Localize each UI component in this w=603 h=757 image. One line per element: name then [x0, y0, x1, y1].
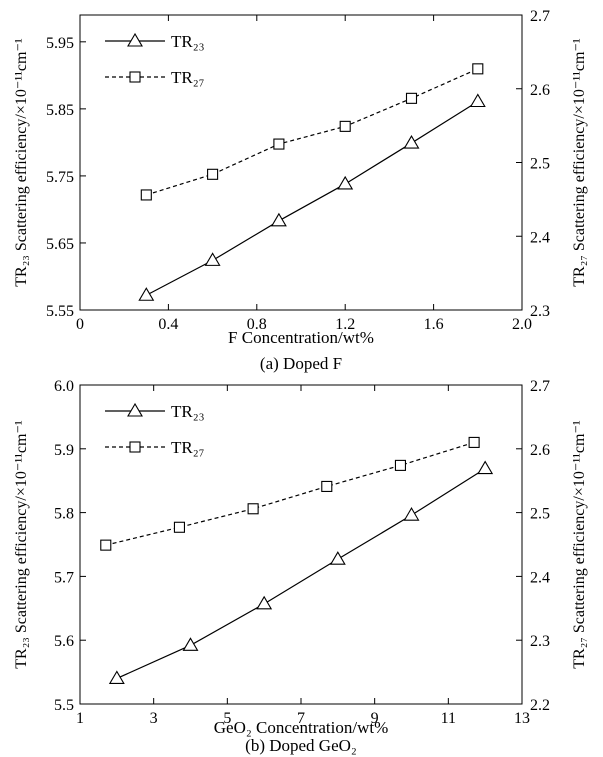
y-left-axis-label: TR₂₃ Scattering efficiency/×10⁻¹¹cm⁻¹	[13, 38, 30, 287]
y-right-tick-label: 2.6	[530, 442, 550, 459]
data-point-square	[468, 436, 480, 448]
legend-label: TR₂₃	[171, 32, 205, 51]
x-tick-label: 3	[150, 710, 158, 727]
y-right-tick-label: 2.5	[530, 506, 550, 523]
x-tick-label: 1.2	[335, 316, 355, 333]
x-tick-label: 0.8	[247, 316, 267, 333]
y-left-tick-label: 5.7	[54, 569, 74, 586]
y-left-tick-label: 5.55	[46, 303, 74, 320]
y-right-tick-label: 2.4	[530, 229, 550, 246]
y-right-tick-label: 2.6	[530, 82, 550, 99]
chart-panel-b: 1 3 5 7 9 11 135.55.65.75.85.96.02.22.32.42.52…	[13, 378, 588, 755]
x-tick-label: 11	[441, 710, 456, 727]
plot-frame	[79, 384, 523, 705]
x-tick-label: 9	[371, 710, 379, 727]
y-right-tick-label: 2.3	[530, 303, 550, 320]
y-left-tick-label: 5.6	[54, 633, 74, 650]
x-tick-label: 0.4	[158, 316, 178, 333]
data-point-triangle	[469, 93, 486, 108]
data-point-triangle	[270, 212, 287, 227]
y-left-axis-label: TR₂₃ Scattering efficiency/×10⁻¹¹cm⁻¹	[13, 420, 30, 669]
data-point-triangle	[477, 460, 494, 475]
data-point-triangle	[403, 134, 420, 149]
data-point-triangle	[182, 637, 199, 651]
y-right-tick-label: 2.7	[530, 8, 550, 25]
x-tick-label: 2.0	[512, 316, 532, 333]
chart-caption: (a) Doped F	[260, 354, 342, 373]
y-right-tick-label: 2.5	[530, 156, 550, 173]
legend-label: TR₂₇	[171, 68, 205, 87]
data-point-square	[273, 138, 285, 150]
data-point-square	[472, 63, 484, 75]
y-right-tick-label: 2.7	[530, 378, 550, 395]
data-point-triangle	[337, 175, 354, 190]
y-left-tick-label: 5.85	[46, 102, 74, 119]
x-tick-label: 13	[514, 710, 530, 727]
data-point-triangle	[403, 507, 420, 521]
data-point-square	[207, 168, 219, 180]
x-axis-label: GeO₂ Concentration/wt%	[214, 718, 388, 737]
chart-caption: (b) Doped GeO₂	[245, 736, 357, 755]
y-left-tick-label: 5.65	[46, 236, 74, 253]
data-point-triangle	[329, 551, 346, 565]
legend: TR₂₃ TR₂₇	[105, 32, 205, 87]
y-left-tick-label: 5.5	[54, 697, 74, 714]
chart-panel-a: 0 0.4 0.8 1.2 1.6 2.0 5.55 5.65 5.75 5.85 5.95 2.3 2…	[13, 8, 588, 373]
x-tick-label: 1.6	[424, 316, 444, 333]
series-line-tr23	[146, 100, 479, 296]
y-left-tick-label: 5.75	[46, 169, 74, 186]
legend-marker-square	[129, 441, 141, 453]
series-line-tr27	[105, 441, 475, 546]
data-point-square	[339, 120, 351, 132]
y-right-axis-label: TR₂₇ Scattering efficiency/×10⁻¹¹cm⁻¹	[571, 38, 588, 287]
legend-marker-triangle	[127, 402, 143, 417]
legend-label: TR₂₇	[171, 438, 205, 457]
data-point-square	[405, 92, 418, 104]
legend: TR₂₃ TR₂₇	[105, 402, 205, 457]
x-axis-label: F Concentration/wt%	[228, 328, 374, 347]
x-tick-label: 7	[297, 710, 305, 727]
data-point-square	[173, 521, 185, 533]
data-point-triangle	[108, 670, 125, 685]
legend-label: TR₂₃	[171, 402, 205, 421]
y-left-tick-label: 5.95	[46, 35, 74, 52]
data-point-square	[394, 459, 407, 471]
data-point-square	[247, 503, 259, 515]
y-right-axis-label: TR₂₇ Scattering efficiency/×10⁻¹¹cm⁻¹	[571, 420, 588, 669]
data-point-square	[321, 480, 333, 492]
x-tick-label: 1	[76, 710, 84, 727]
series-line-tr27	[146, 68, 479, 196]
y-right-tick-label: 2.4	[530, 569, 550, 586]
y-left-tick-label: 5.8	[54, 506, 74, 523]
data-point-square	[140, 189, 152, 201]
y-right-tick-label: 2.3	[530, 633, 550, 650]
x-tick-label: 5	[223, 710, 231, 727]
x-tick-label: 0	[76, 316, 84, 333]
data-point-triangle	[138, 287, 155, 301]
data-point-triangle	[204, 252, 221, 266]
data-point-square	[100, 539, 112, 551]
y-right-tick-label: 2.2	[530, 697, 550, 714]
y-left-tick-label: 6.0	[54, 378, 74, 395]
series-line-tr23	[116, 468, 486, 680]
legend-marker-triangle	[127, 32, 143, 47]
legend-marker-square	[129, 71, 141, 83]
data-point-triangle	[256, 595, 273, 610]
y-left-tick-label: 5.9	[54, 442, 74, 459]
plot-frame	[79, 14, 523, 311]
